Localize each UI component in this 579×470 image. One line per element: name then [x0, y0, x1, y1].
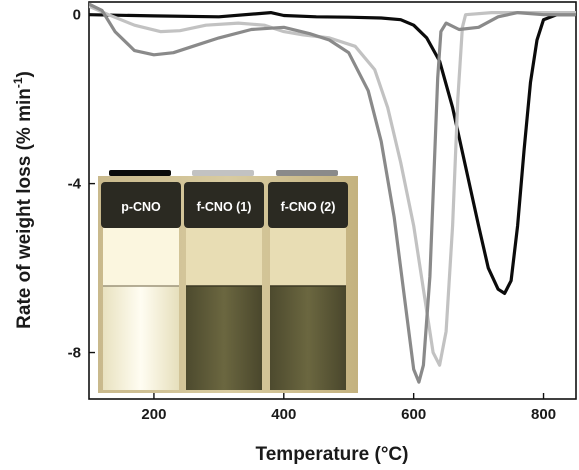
- vial-glass: [186, 228, 262, 286]
- vial-cap: [184, 182, 264, 228]
- series-line-p-cno: [89, 11, 576, 295]
- y-tick-label: -4: [68, 176, 82, 193]
- series-line-f-cno-2: [89, 2, 576, 384]
- x-axis-title: Temperature (°C): [256, 444, 409, 465]
- y-axis-title-close: ): [14, 71, 35, 77]
- vial-label-f-cno-2: f-CNO (2): [281, 200, 336, 214]
- vial-liquid: [270, 286, 346, 390]
- y-axis-title-main: Rate of weight loss (% min: [14, 88, 35, 329]
- vial-liquid: [103, 286, 179, 390]
- vial-p-cno: p-CNO: [101, 182, 181, 390]
- vial-label-f-cno-1: f-CNO (1): [197, 200, 252, 214]
- legend-swatch-f-cno-1: [192, 170, 254, 176]
- x-tick-label: 600: [401, 406, 426, 423]
- y-axis-title-superscript: -1: [11, 77, 25, 88]
- y-tick-label: 0: [73, 7, 81, 24]
- vial-liquid: [186, 286, 262, 390]
- x-tick-label: 200: [141, 406, 166, 423]
- vial-cap: [101, 182, 181, 228]
- inset-photo: p-CNO f-CNO (1) f-CNO (2): [98, 170, 358, 393]
- vial-label-p-cno: p-CNO: [121, 200, 161, 214]
- vial-f-cno-1: f-CNO (1): [184, 182, 264, 390]
- y-tick-label: -8: [68, 345, 81, 362]
- legend-swatch-f-cno-2: [276, 170, 338, 176]
- vial-glass: [270, 228, 346, 286]
- x-tick-label: 400: [271, 406, 296, 423]
- vial-f-cno-2: f-CNO (2): [268, 182, 348, 390]
- legend-swatch-p-cno: [109, 170, 171, 176]
- vial-glass: [103, 228, 179, 286]
- series-line-f-cno-1: [89, 4, 576, 367]
- y-axis-title: Rate of weight loss (% min-1): [11, 71, 35, 329]
- plot-frame: [88, 1, 577, 400]
- vial-cap: [268, 182, 348, 228]
- x-tick-label: 800: [531, 406, 556, 423]
